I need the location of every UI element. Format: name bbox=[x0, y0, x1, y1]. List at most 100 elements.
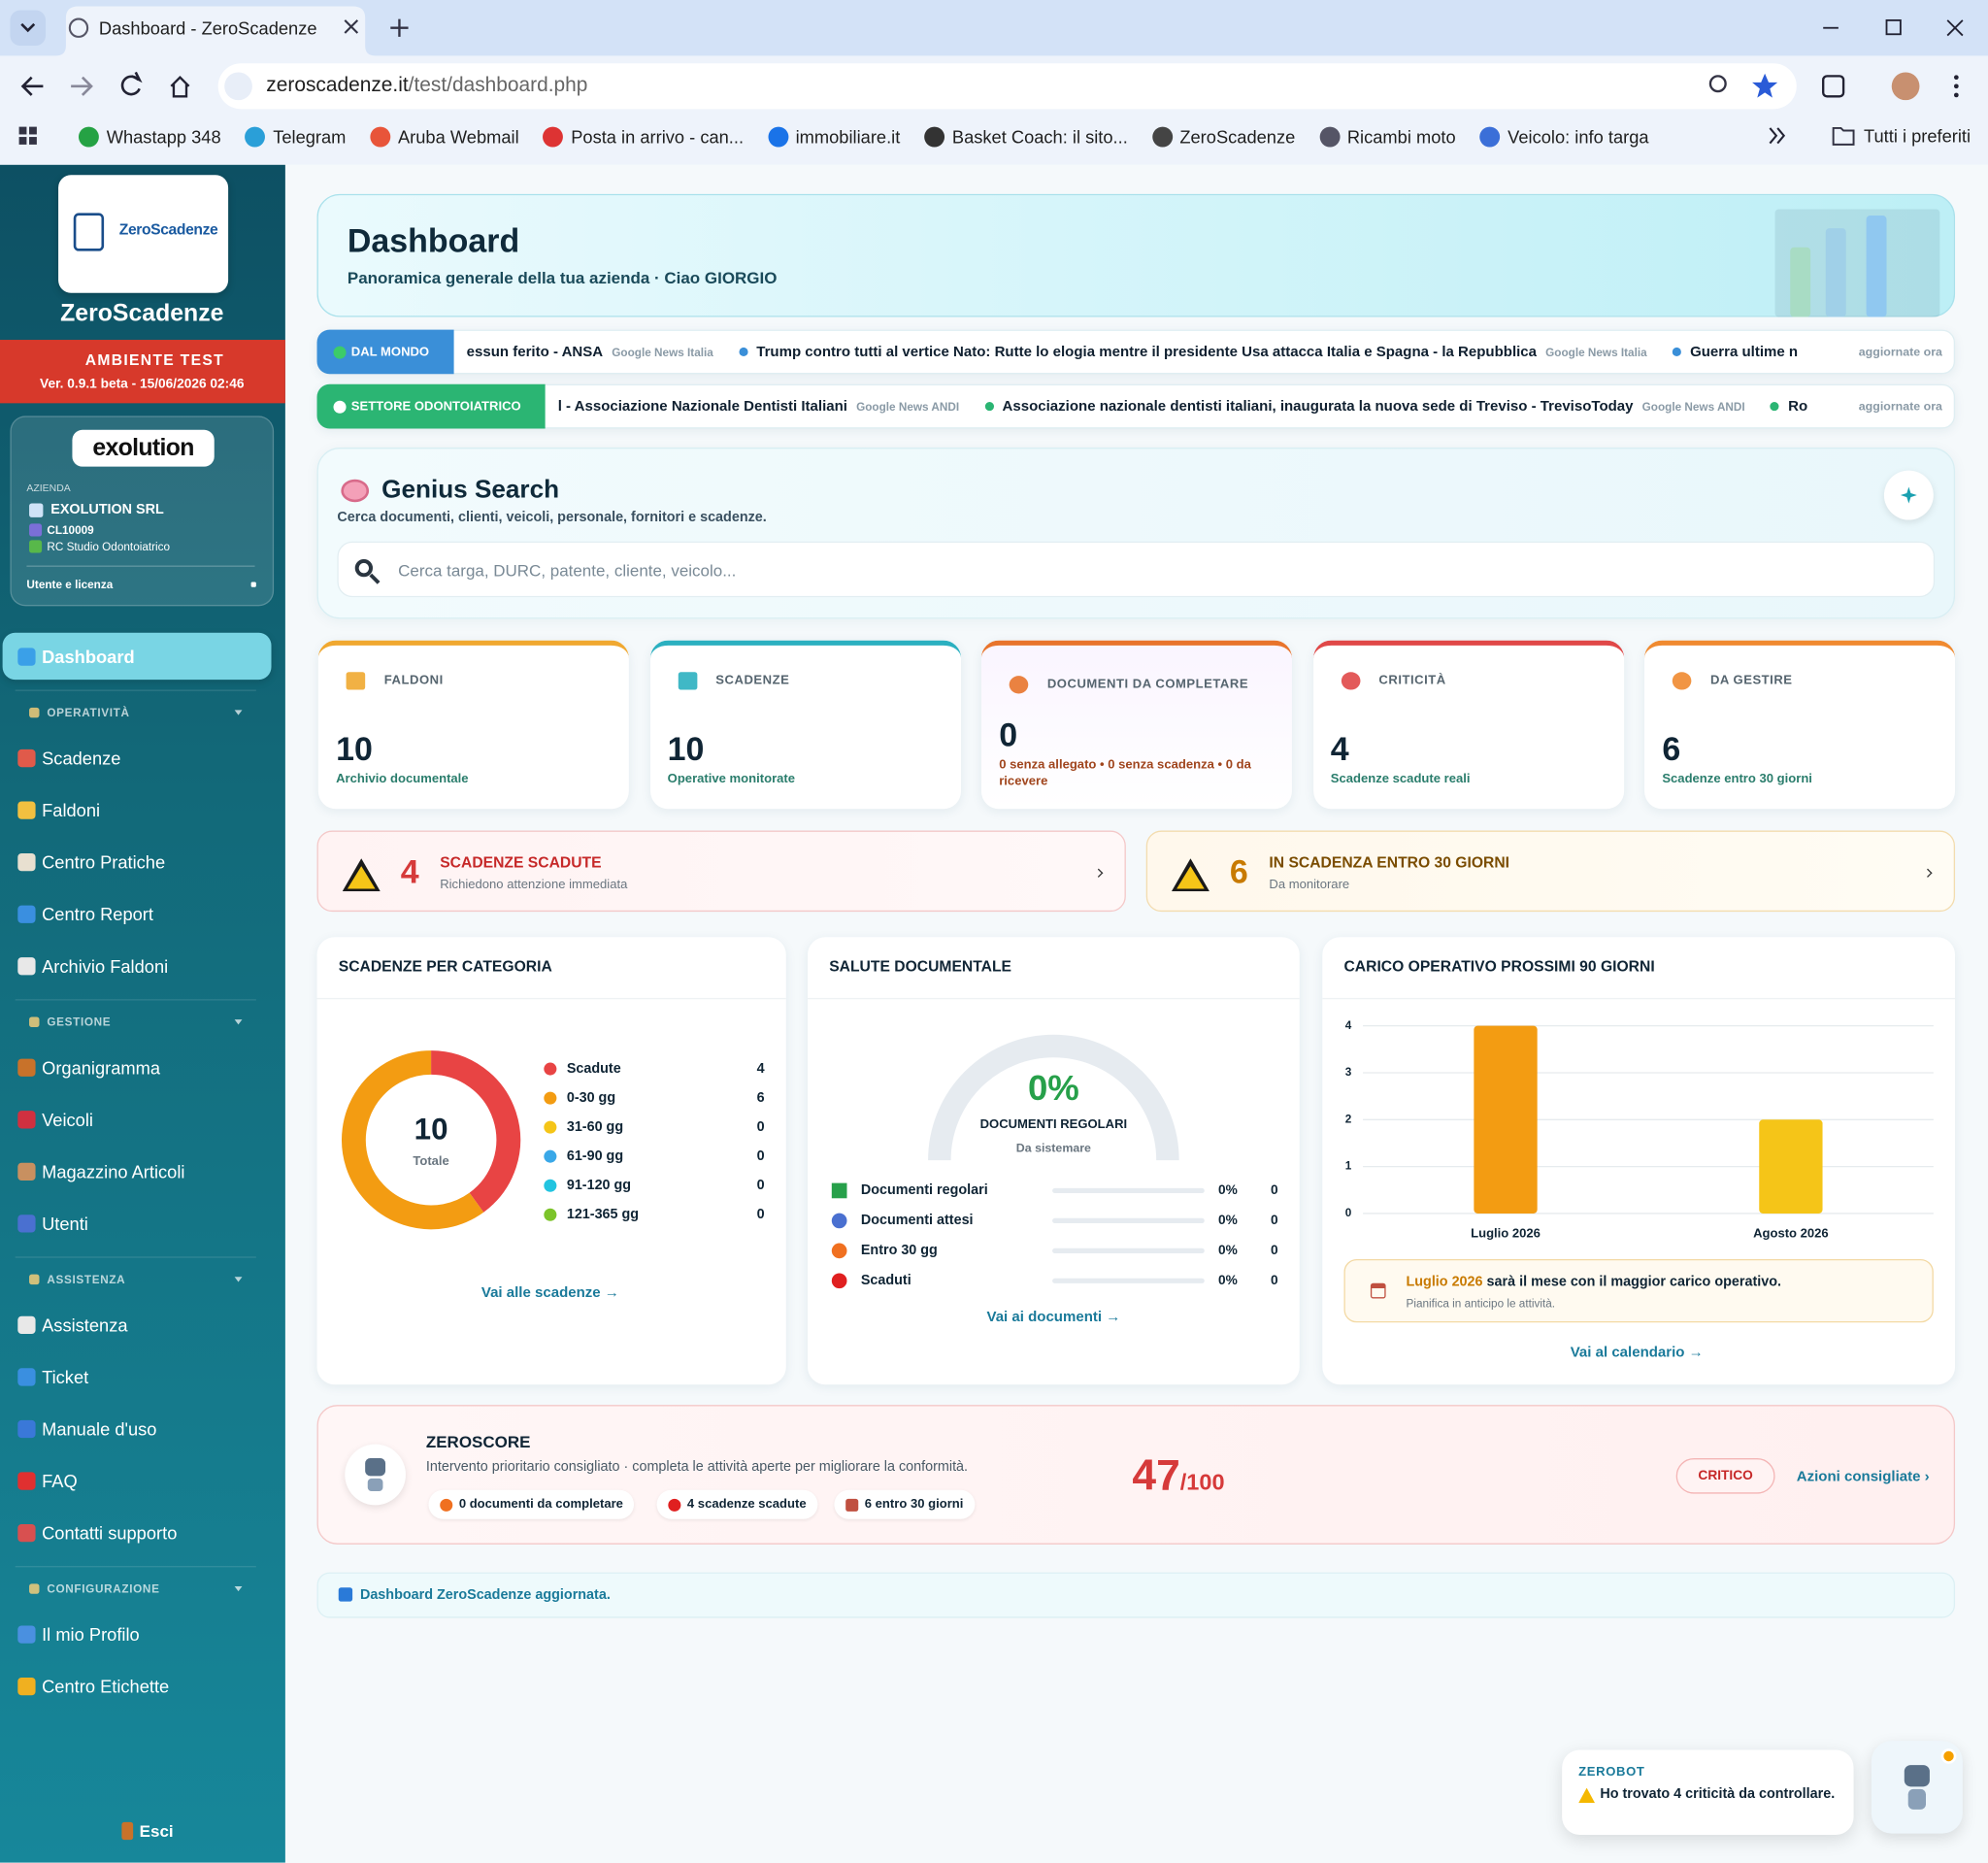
bookmark[interactable]: Veicolo: info targa bbox=[1479, 126, 1649, 148]
menu-item[interactable]: Utenti bbox=[42, 1213, 88, 1234]
license-link[interactable]: Utente e licenza bbox=[26, 578, 114, 591]
company-code: CL10009 bbox=[47, 523, 94, 537]
profile-avatar[interactable] bbox=[1891, 72, 1920, 101]
bookmark-icon bbox=[1151, 126, 1173, 148]
logout[interactable]: Esci bbox=[139, 1821, 174, 1841]
stat-card[interactable] bbox=[980, 640, 1292, 810]
alert-card[interactable] bbox=[1145, 830, 1956, 913]
link[interactable]: Vai al calendario → bbox=[1570, 1345, 1704, 1361]
header-decoration bbox=[1825, 228, 1846, 317]
menu-item[interactable]: Organigramma bbox=[42, 1057, 161, 1079]
bookmark[interactable]: Aruba Webmail bbox=[370, 126, 519, 148]
panel-divider bbox=[1322, 997, 1956, 1000]
menu-item[interactable]: Contatti supporto bbox=[42, 1522, 178, 1544]
load-note-sub: Pianifica in anticipo le attività. bbox=[1406, 1297, 1556, 1311]
reload-button[interactable] bbox=[120, 71, 143, 96]
menu-icon bbox=[17, 1368, 36, 1386]
bookmark-icon bbox=[767, 126, 788, 148]
bookmark-label: Whastapp 348 bbox=[106, 126, 221, 148]
bookmark[interactable]: Telegram bbox=[245, 126, 346, 148]
menu-item[interactable]: Archivio Faldoni bbox=[42, 955, 169, 977]
stat-card[interactable] bbox=[649, 640, 961, 810]
bookmark[interactable]: Basket Coach: il sito... bbox=[924, 126, 1128, 148]
link[interactable]: Vai alle scadenze → bbox=[480, 1285, 619, 1302]
zeroscore-chip[interactable]: 6 entro 30 giorni bbox=[834, 1489, 976, 1519]
menu-item[interactable]: Faldoni bbox=[42, 800, 101, 821]
header-card bbox=[316, 193, 1956, 317]
stat-card[interactable] bbox=[1644, 640, 1956, 810]
menu-item[interactable]: Centro Report bbox=[42, 904, 153, 925]
site-info[interactable] bbox=[224, 72, 252, 101]
menu-item[interactable]: Centro Etichette bbox=[42, 1676, 170, 1697]
tab-close[interactable] bbox=[344, 19, 359, 34]
ticker-status: aggiornate ora bbox=[1845, 345, 1942, 360]
bookmark-icon bbox=[543, 126, 564, 148]
section-icon bbox=[29, 1016, 40, 1027]
ticker-item[interactable]: Trump contro tutti al vertice Nato: Rutt… bbox=[738, 345, 1647, 359]
menu-dots[interactable] bbox=[1953, 92, 1959, 98]
back-button[interactable] bbox=[20, 76, 44, 96]
stat-card[interactable] bbox=[317, 640, 629, 810]
menu-section: ASSISTENZA bbox=[47, 1273, 126, 1286]
menu-item[interactable]: Dashboard bbox=[42, 647, 135, 668]
ticker-items: l - Associazione Nazionale Dentisti Ital… bbox=[558, 384, 1807, 429]
menu-item[interactable]: Magazzino Articoli bbox=[42, 1161, 185, 1182]
ticker-item[interactable]: Guerra ultime n bbox=[1672, 345, 1798, 359]
new-tab[interactable] bbox=[390, 18, 409, 37]
bookmark-icon bbox=[1479, 126, 1501, 148]
menu-item[interactable]: Manuale d'uso bbox=[42, 1418, 157, 1440]
bookmark[interactable]: Whastapp 348 bbox=[78, 126, 221, 148]
address-bar[interactable] bbox=[217, 63, 1797, 110]
section-chevron bbox=[234, 1277, 243, 1282]
tab-title: Dashboard - ZeroScadenze bbox=[98, 17, 317, 39]
bookmark[interactable]: ZeroScadenze bbox=[1151, 126, 1295, 148]
forward-button[interactable] bbox=[71, 76, 93, 96]
ticker-dot bbox=[1770, 402, 1779, 412]
stat-card[interactable] bbox=[1312, 640, 1624, 810]
menu-icon bbox=[17, 1625, 36, 1644]
zeroscore-chip[interactable]: 4 scadenze scadute bbox=[656, 1489, 818, 1519]
all-bookmarks[interactable]: Tutti i preferiti bbox=[1863, 125, 1971, 147]
bookmark[interactable]: immobiliare.it bbox=[767, 126, 900, 148]
menu-item[interactable]: Ticket bbox=[42, 1366, 89, 1387]
search-input[interactable] bbox=[337, 541, 1936, 598]
tab-menu-button[interactable] bbox=[10, 10, 47, 47]
extensions-button[interactable] bbox=[1822, 75, 1845, 98]
stat-caption: Operative monitorate bbox=[667, 772, 796, 786]
stat-value: 4 bbox=[1330, 729, 1349, 768]
menu-active-bg[interactable] bbox=[2, 632, 272, 681]
menu-item[interactable]: FAQ bbox=[42, 1471, 78, 1491]
ticker-item[interactable]: Ro bbox=[1770, 399, 1807, 414]
url[interactable]: zeroscadenze.it/test/dashboard.php bbox=[266, 75, 587, 98]
alert-card[interactable] bbox=[316, 830, 1126, 913]
menu-item[interactable]: Il mio Profilo bbox=[42, 1624, 140, 1646]
ticker-item[interactable]: essun ferito - ANSA Google News Italia bbox=[467, 345, 713, 360]
stat-icon bbox=[346, 672, 366, 690]
link[interactable]: Vai ai documenti → bbox=[986, 1310, 1121, 1325]
menu-item[interactable]: Scadenze bbox=[42, 748, 121, 769]
section-divider bbox=[15, 1256, 256, 1258]
bookmark-star[interactable] bbox=[1752, 73, 1778, 98]
alert-title: SCADENZE SCADUTE bbox=[440, 853, 602, 872]
more-bookmarks[interactable] bbox=[1769, 127, 1786, 145]
ticker-source: Google News ANDI bbox=[1641, 400, 1745, 414]
maximize[interactable] bbox=[1885, 18, 1902, 36]
menu-item[interactable]: Centro Pratiche bbox=[42, 851, 166, 873]
home-button[interactable] bbox=[170, 76, 190, 98]
menu-item[interactable]: Assistenza bbox=[42, 1314, 128, 1336]
apps-icon[interactable] bbox=[29, 137, 37, 145]
ticker-item[interactable]: l - Associazione Nazionale Dentisti Ital… bbox=[558, 399, 959, 415]
bookmark[interactable]: Ricambi moto bbox=[1319, 126, 1456, 148]
ticker-source: Google News ANDI bbox=[856, 400, 960, 414]
zerobot-bubble bbox=[1562, 1749, 1854, 1835]
zeroscore-chip[interactable]: 0 documenti da completare bbox=[428, 1489, 635, 1519]
menu-item[interactable]: Veicoli bbox=[42, 1109, 93, 1130]
zeroscore-action[interactable]: Azioni consigliate › bbox=[1796, 1469, 1930, 1485]
bookmark[interactable]: Posta in arrivo - can... bbox=[543, 126, 744, 148]
active-tab[interactable] bbox=[55, 6, 376, 56]
chip-dot bbox=[845, 1498, 859, 1512]
bookmark-icon bbox=[370, 126, 391, 148]
zoom-icon[interactable] bbox=[1708, 75, 1727, 93]
close-window[interactable] bbox=[1946, 19, 1964, 37]
ticker-item[interactable]: Associazione nazionale dentisti italiani… bbox=[984, 399, 1745, 414]
